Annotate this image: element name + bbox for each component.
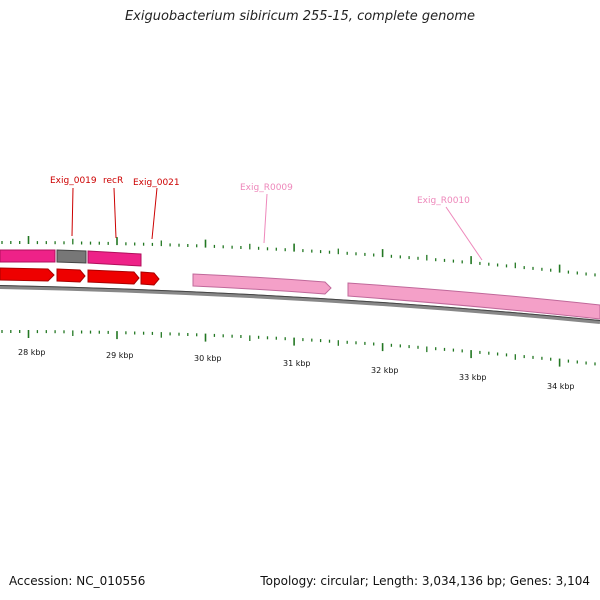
genome-title: Exiguobacterium sibiricum 255-15, comple… — [124, 9, 476, 24]
gene-exig-0021[interactable] — [87, 250, 142, 267]
scale-label-32kbp: 32 kbp — [371, 366, 399, 375]
rna-track — [192, 273, 600, 320]
gene-exig-0019[interactable] — [0, 249, 56, 263]
gene-labels: Exig_0019 recR Exig_0021 Exig_R0009 Exig… — [50, 176, 470, 206]
scale-label-28kbp: 28 kbp — [18, 348, 46, 357]
gene-track-upper — [0, 249, 142, 267]
outer-tick-row — [1, 236, 596, 277]
gene-arrow-2[interactable] — [56, 268, 86, 283]
gene-arrow-4[interactable] — [140, 271, 160, 286]
rna-exig-r0010[interactable] — [347, 282, 600, 320]
gene-recr[interactable] — [56, 249, 87, 264]
genome-summary-text: Topology: circular; Length: 3,034,136 bp… — [260, 574, 590, 588]
scale-label-33kbp: 33 kbp — [459, 373, 487, 382]
label-leaders — [71, 187, 483, 261]
gene-arrow-3[interactable] — [87, 269, 140, 285]
label-recr[interactable]: recR — [103, 176, 123, 186]
accession-text: Accession: NC_010556 — [9, 574, 146, 588]
scale-labels: 28 kbp 29 kbp 30 kbp 31 kbp 32 kbp 33 kb… — [18, 348, 575, 391]
label-exig-0021[interactable]: Exig_0021 — [133, 178, 180, 188]
inner-tick-row — [1, 330, 596, 367]
scale-label-31kbp: 31 kbp — [283, 359, 311, 368]
genome-backbone-edge — [0, 285, 600, 321]
rna-exig-r0009[interactable] — [192, 273, 332, 295]
scale-label-29kbp: 29 kbp — [106, 351, 134, 360]
genome-backbone — [0, 285, 600, 324]
gene-arrow-1[interactable] — [0, 267, 55, 282]
scale-label-30kbp: 30 kbp — [194, 354, 222, 363]
gene-track-lower — [0, 267, 160, 286]
scale-label-34kbp: 34 kbp — [547, 382, 575, 391]
label-exig-r0010[interactable]: Exig_R0010 — [417, 196, 470, 206]
label-exig-0019[interactable]: Exig_0019 — [50, 176, 97, 186]
label-exig-r0009[interactable]: Exig_R0009 — [240, 183, 293, 193]
